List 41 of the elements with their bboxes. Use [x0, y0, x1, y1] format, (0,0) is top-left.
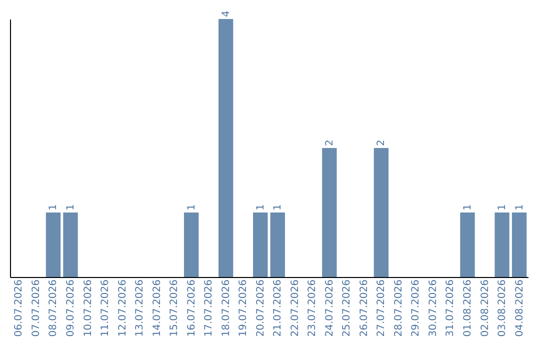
- data-label: 2: [324, 140, 336, 146]
- data-label: 1: [497, 204, 508, 210]
- data-label: 1: [255, 204, 266, 210]
- x-tick-label: 29.07.2026: [410, 280, 422, 337]
- data-label: 4: [220, 10, 232, 17]
- x-tick-label: 21.07.2026: [272, 280, 284, 337]
- data-label: 1: [462, 204, 474, 210]
- data-label: 1: [272, 204, 284, 210]
- x-tick-label: 30.07.2026: [428, 280, 439, 337]
- x-tick-label: 24.07.2026: [324, 280, 336, 337]
- x-tick-label: 06.07.2026: [14, 280, 25, 337]
- x-tick-label: 18.07.2026: [220, 280, 232, 337]
- data-label: 1: [66, 204, 76, 210]
- x-tick-label: 16.07.2026: [186, 280, 198, 337]
- x-tick-label: 08.07.2026: [48, 280, 60, 337]
- x-tick-label: 26.07.2026: [358, 280, 370, 337]
- x-tick-label: 11.07.2026: [100, 280, 112, 337]
- data-label: 1: [514, 204, 526, 210]
- data-label: 1: [48, 204, 60, 210]
- x-tick-label: 25.07.2026: [342, 280, 353, 337]
- x-tick-label: 15.07.2026: [169, 280, 180, 337]
- x-tick-label: 04.08.2026: [514, 280, 526, 337]
- data-label: 1: [186, 204, 198, 210]
- x-tick-label: 13.07.2026: [134, 280, 146, 337]
- x-tick-label: 09.07.2026: [66, 280, 76, 337]
- x-tick-label: 19.07.2026: [238, 280, 250, 337]
- x-tick-label: 14.07.2026: [152, 280, 163, 337]
- x-tick-label: 28.07.2026: [393, 280, 404, 337]
- x-tick-label: 03.08.2026: [497, 280, 508, 337]
- x-tick-label: 10.07.2026: [82, 280, 94, 337]
- x-tick-label: 01.08.2026: [462, 280, 474, 337]
- x-tick-label: 23.07.2026: [307, 280, 318, 337]
- x-tick-label: 20.07.2026: [255, 280, 266, 337]
- x-tick-label: 02.08.2026: [480, 280, 491, 337]
- data-label: 2: [376, 140, 388, 146]
- x-tick-label: 22.07.2026: [290, 280, 301, 337]
- x-tick-label: 27.07.2026: [376, 280, 388, 337]
- x-tick-label: 17.07.2026: [204, 280, 215, 337]
- x-tick-label: 31.07.2026: [445, 280, 456, 337]
- x-tick-label: 07.07.2026: [30, 280, 42, 337]
- x-tick-label: 12.07.2026: [117, 280, 128, 337]
